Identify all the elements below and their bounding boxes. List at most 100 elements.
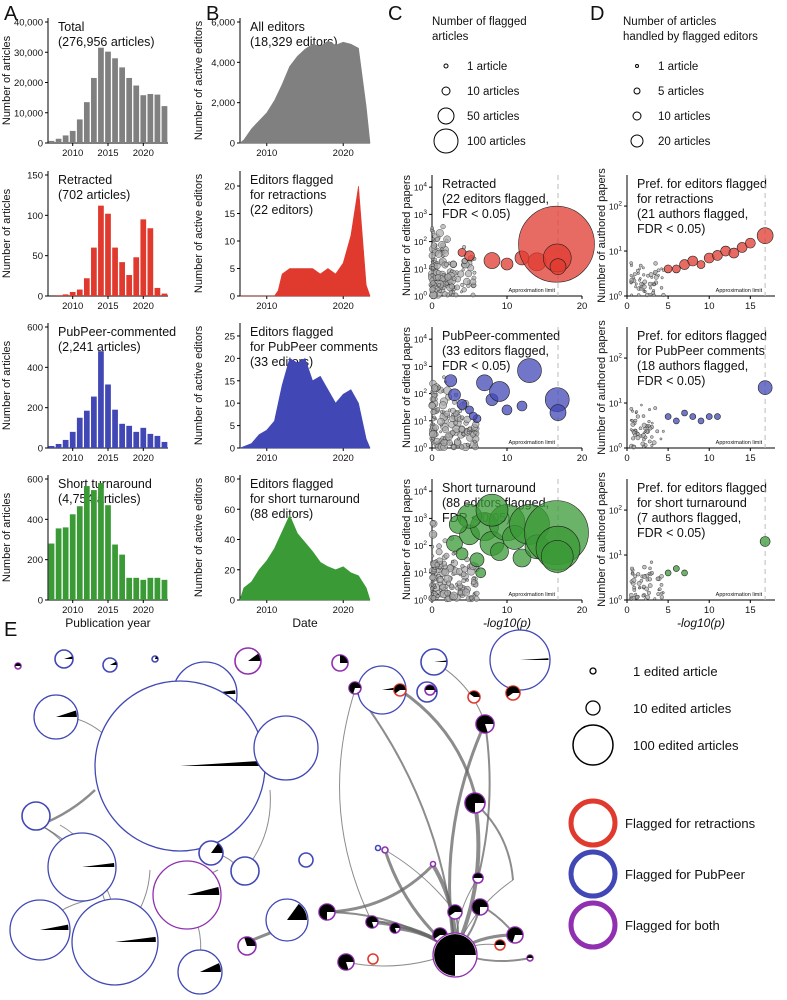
y-tick-label: 100 <box>414 443 427 454</box>
point-nonflagged <box>428 252 436 259</box>
point-nonflagged <box>456 580 462 586</box>
network-node <box>237 936 257 956</box>
point-nonflagged <box>650 435 654 439</box>
chart-subtitle: for retractions <box>250 188 326 202</box>
point-nonflagged <box>643 427 647 431</box>
legend-e-flag-both-label: Flagged for both <box>625 918 720 933</box>
point-nonflagged <box>430 586 435 591</box>
point-nonflagged <box>648 426 653 431</box>
point-nonflagged <box>450 269 454 273</box>
point-nonflagged <box>631 577 637 583</box>
point-flagged <box>757 380 773 395</box>
point-nonflagged <box>630 418 634 422</box>
y-tick-label: 100 <box>609 291 622 302</box>
y-tick-label: 101 <box>609 550 622 561</box>
point-nonflagged <box>436 576 444 584</box>
x-tick-label: 20 <box>577 605 588 616</box>
point-nonflagged <box>461 578 466 583</box>
point-flagged <box>705 413 713 420</box>
x-tick-label: 0 <box>429 301 434 312</box>
point-nonflagged <box>428 530 438 539</box>
legend-e-size-100 <box>572 724 614 766</box>
point-nonflagged <box>660 591 664 595</box>
point-nonflagged <box>469 278 477 286</box>
network-node <box>337 953 355 971</box>
point-nonflagged <box>434 250 443 258</box>
point-nonflagged <box>641 266 645 270</box>
point-flagged <box>448 388 461 402</box>
bar <box>161 441 168 448</box>
bar <box>105 51 111 143</box>
point-nonflagged <box>647 439 652 444</box>
legend-c-label-1: 1 article <box>467 61 507 73</box>
y-tick-label: 0 <box>38 596 43 607</box>
point-nonflagged <box>446 439 453 446</box>
x-tick-label: 2010 <box>62 301 83 312</box>
legend-e-size-10-label: 10 edited articles <box>633 701 732 716</box>
chart-c2: PubPeer-commented(33 editors flagged,FDR… <box>401 326 587 464</box>
node-pie-slice <box>349 682 361 694</box>
point-nonflagged <box>430 273 434 277</box>
y-tick-label: 0 <box>38 292 43 303</box>
network-node <box>365 915 379 929</box>
point-nonflagged <box>629 263 634 267</box>
legend-e-flag-pubpeer-label: Flagged for PubPeer <box>625 867 746 882</box>
bar <box>112 58 118 143</box>
node-pie-slice <box>155 656 158 659</box>
point-flagged <box>501 404 513 416</box>
network-node <box>505 685 521 701</box>
chart-a2: PubPeer-commented(2,241 articles) Number … <box>1 323 176 465</box>
bar <box>105 505 111 600</box>
node-pie-slice <box>287 903 307 920</box>
bar <box>76 289 83 296</box>
network-node <box>152 860 222 930</box>
point-nonflagged <box>653 261 658 266</box>
bar <box>112 409 118 448</box>
x-tick-label: 2015 <box>97 148 118 159</box>
node-pie-slice <box>527 955 533 958</box>
bar <box>69 514 76 600</box>
bar <box>140 427 147 448</box>
legend-c-label-50: 50 articles <box>467 111 520 123</box>
point-nonflagged <box>444 589 451 597</box>
y-tick-label: 6,000 <box>211 18 235 29</box>
bar <box>154 94 161 143</box>
point-nonflagged <box>461 287 467 293</box>
bar <box>112 544 118 600</box>
bar <box>62 135 69 143</box>
network-node <box>489 629 551 691</box>
node-pie-slice <box>434 934 476 976</box>
point-nonflagged <box>460 282 465 287</box>
point-nonflagged <box>433 262 441 270</box>
point-nonflagged <box>638 426 643 431</box>
bar <box>76 119 83 143</box>
x-tick-label: 2015 <box>97 453 118 464</box>
y-tick-label: 25 <box>224 331 235 342</box>
point-nonflagged <box>432 424 439 431</box>
point-nonflagged <box>469 595 474 601</box>
bar <box>119 554 125 600</box>
x-tick-label: 10 <box>704 453 715 464</box>
point-nonflagged <box>440 224 446 230</box>
point-nonflagged <box>431 554 435 558</box>
point-nonflagged <box>448 283 455 290</box>
network-node <box>71 898 159 986</box>
chart-title: Retracted <box>58 173 112 187</box>
y-axis-label: Number of edited papers <box>401 478 413 600</box>
point-nonflagged <box>631 444 637 450</box>
point-nonflagged <box>642 279 648 285</box>
chart-title: Pref. for editors flagged <box>637 329 767 343</box>
node-pie-slice <box>394 684 406 694</box>
point-flagged <box>446 535 463 552</box>
node-pie-slice <box>366 916 378 928</box>
point-flagged <box>681 409 688 417</box>
panel-letter-a: A <box>4 3 18 25</box>
point-nonflagged <box>431 237 435 241</box>
y-tick-label: 2,000 <box>211 98 235 109</box>
network-node <box>432 932 478 978</box>
legend-c-label-10: 10 articles <box>467 86 520 98</box>
point-nonflagged <box>634 429 638 432</box>
point-nonflagged <box>630 422 636 427</box>
node-pie-slice <box>319 904 335 920</box>
point-nonflagged <box>638 263 643 268</box>
